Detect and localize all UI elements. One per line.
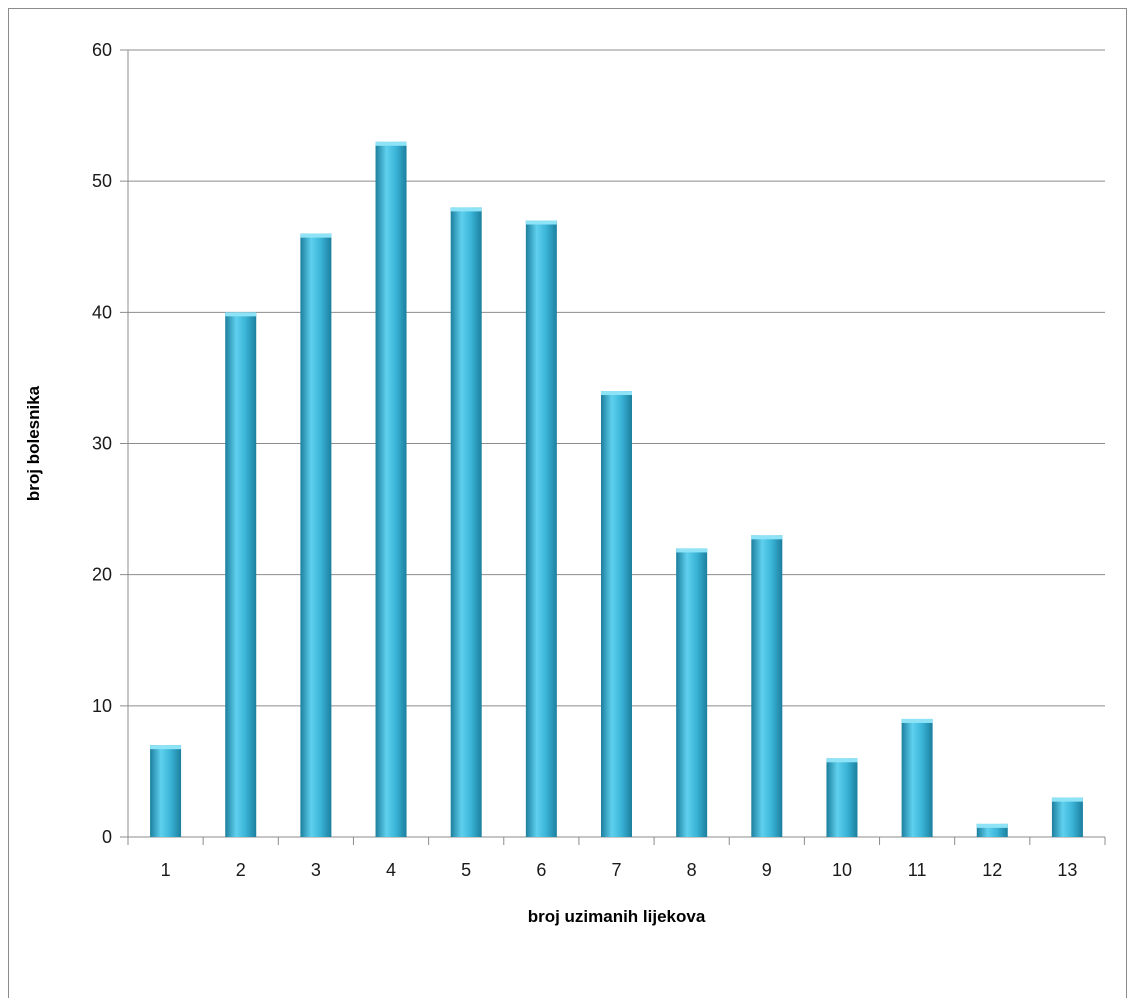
y-tick-label: 30 xyxy=(92,434,112,454)
bar-cap xyxy=(300,233,332,238)
x-tick-label: 11 xyxy=(908,860,927,880)
bar-cap xyxy=(150,745,182,750)
x-tick-label: 3 xyxy=(311,860,321,880)
y-axis-title: broj bolesnika xyxy=(24,385,43,501)
y-tick-labels: 0 10 20 30 40 50 60 xyxy=(92,40,112,847)
bar xyxy=(225,312,257,837)
x-tick-label: 9 xyxy=(762,860,772,880)
bar-body xyxy=(901,718,933,837)
bar-cap xyxy=(976,823,1008,828)
bar xyxy=(901,718,933,837)
bar xyxy=(300,233,332,838)
bar-body xyxy=(751,535,783,837)
bar xyxy=(826,758,858,837)
bar-body xyxy=(375,141,407,838)
bar xyxy=(1051,797,1083,837)
bar xyxy=(751,535,783,837)
x-tick-label: 8 xyxy=(687,860,697,880)
bar-body xyxy=(150,745,182,837)
bar-cap xyxy=(676,548,708,553)
bar xyxy=(976,823,1008,837)
x-tick-label: 10 xyxy=(832,860,852,880)
bar-body xyxy=(601,391,632,837)
bar-body xyxy=(300,233,332,838)
y-tick-label: 20 xyxy=(92,565,112,585)
bar xyxy=(375,141,407,838)
bar-cap xyxy=(375,141,407,146)
y-tick-label: 50 xyxy=(92,171,112,191)
x-tick-label: 1 xyxy=(161,860,171,880)
y-tick-label: 0 xyxy=(102,827,112,847)
bar-cap xyxy=(901,718,933,723)
x-tick-label: 2 xyxy=(236,860,246,880)
bar xyxy=(601,391,632,837)
x-tick-labels: 1 2 3 4 5 6 7 8 9 10 11 12 13 xyxy=(161,860,1078,880)
bar xyxy=(450,207,482,837)
bar-cap xyxy=(225,312,257,317)
bar-cap xyxy=(826,758,858,763)
x-tick-label: 7 xyxy=(611,860,621,880)
bar-body xyxy=(1051,797,1083,837)
bar-body xyxy=(676,548,708,837)
bar-body xyxy=(450,207,482,837)
x-axis-title: broj uzimanih lijekova xyxy=(528,907,706,926)
y-tick-label: 40 xyxy=(92,302,112,322)
bar xyxy=(676,548,708,837)
bars xyxy=(150,141,1083,838)
bar-cap xyxy=(601,391,632,396)
x-tick-label: 5 xyxy=(461,860,471,880)
x-tick-label: 12 xyxy=(982,860,1002,880)
y-tick-label: 60 xyxy=(92,40,112,60)
bar-cap xyxy=(450,207,482,212)
chart-frame xyxy=(8,8,1127,998)
x-tick-label: 4 xyxy=(386,860,396,880)
x-tick-label: 6 xyxy=(536,860,546,880)
bar-cap xyxy=(751,535,783,540)
bar xyxy=(525,220,557,837)
bar-cap xyxy=(1051,797,1083,802)
x-tick-label: 13 xyxy=(1057,860,1077,880)
bar-body xyxy=(225,312,257,837)
bar xyxy=(150,745,182,837)
bar-body xyxy=(525,220,557,837)
bar-body xyxy=(826,758,858,837)
bar-cap xyxy=(525,220,557,225)
y-tick-label: 10 xyxy=(92,696,112,716)
